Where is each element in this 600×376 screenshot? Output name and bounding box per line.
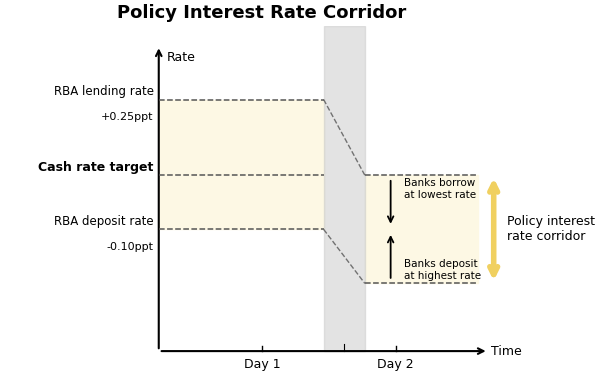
Text: Banks borrow
at lowest rate: Banks borrow at lowest rate (404, 178, 476, 200)
Text: Day 1: Day 1 (244, 358, 280, 371)
Text: Rate: Rate (166, 51, 196, 64)
Text: RBA lending rate: RBA lending rate (53, 85, 154, 98)
Bar (365, 175, 478, 284)
Text: Time: Time (491, 344, 522, 358)
Text: Banks deposit
at highest rate: Banks deposit at highest rate (404, 259, 481, 281)
Text: Policy interest
rate corridor: Policy interest rate corridor (506, 215, 595, 243)
Text: -0.10ppt: -0.10ppt (107, 241, 154, 252)
Bar (159, 100, 323, 229)
Text: RBA deposit rate: RBA deposit rate (54, 215, 154, 228)
Bar (323, 26, 365, 351)
Text: Day 2: Day 2 (377, 358, 414, 371)
Text: Cash rate target: Cash rate target (38, 161, 154, 174)
Title: Policy Interest Rate Corridor: Policy Interest Rate Corridor (117, 4, 406, 22)
Text: +0.25ppt: +0.25ppt (101, 112, 154, 122)
